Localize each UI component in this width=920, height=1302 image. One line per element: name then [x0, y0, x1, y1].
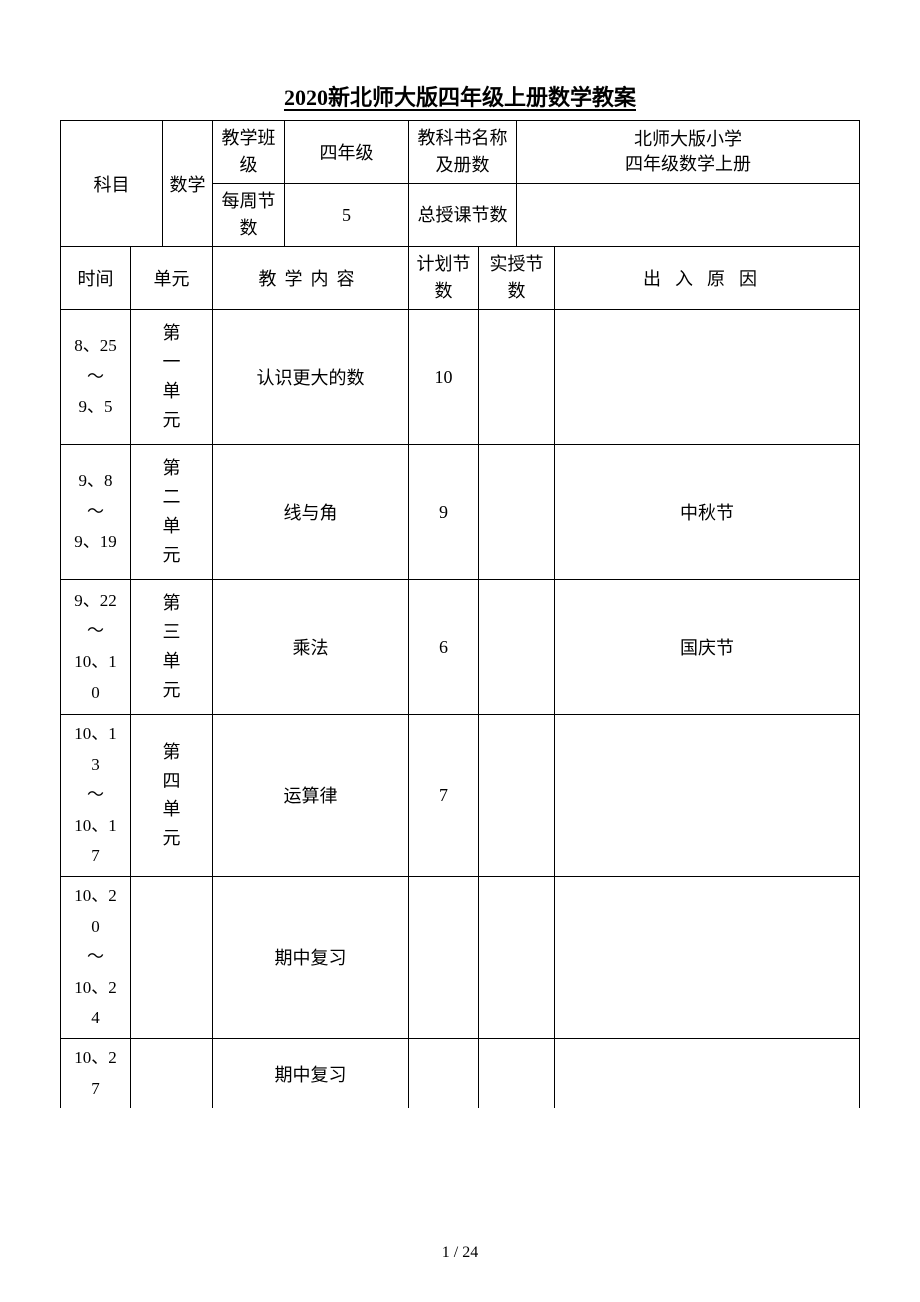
- actual-cell: [479, 1038, 555, 1108]
- plan-cell: 10: [409, 310, 479, 445]
- reason-cell: [555, 1038, 860, 1108]
- unit-cell: 第二单元: [131, 445, 213, 580]
- lesson-plan-table: 科目 数学 教学班级 四年级 教科书名称及册数 北师大版小学 四年级数学上册 每…: [60, 120, 860, 1108]
- unit-cell: 第三单元: [131, 580, 213, 715]
- table-row: 10、20～10、24: [61, 876, 131, 1038]
- plan-cell: 6: [409, 580, 479, 715]
- subject-label: 科目: [61, 121, 163, 247]
- col-reason: 出入原因: [555, 247, 860, 310]
- content-cell: 运算律: [213, 715, 409, 877]
- unit-cell: 第四单元: [131, 715, 213, 877]
- subject-value: 数学: [163, 121, 213, 247]
- content-cell: 期中复习: [213, 1038, 409, 1108]
- actual-cell: [479, 310, 555, 445]
- total-label: 总授课节数: [409, 184, 517, 247]
- unit-cell: [131, 1038, 213, 1108]
- book-value: 北师大版小学 四年级数学上册: [517, 121, 860, 184]
- reason-cell: [555, 310, 860, 445]
- class-value: 四年级: [285, 121, 409, 184]
- reason-cell: [555, 876, 860, 1038]
- weekly-label: 每周节数: [213, 184, 285, 247]
- plan-cell: [409, 876, 479, 1038]
- col-time: 时间: [61, 247, 131, 310]
- content-cell: 乘法: [213, 580, 409, 715]
- reason-cell: 中秋节: [555, 445, 860, 580]
- table-row: 10、13～10、17: [61, 715, 131, 877]
- reason-cell: 国庆节: [555, 580, 860, 715]
- weekly-value: 5: [285, 184, 409, 247]
- page-footer: 1 / 24: [0, 1244, 920, 1262]
- table-row: 9、8～9、19: [61, 445, 131, 580]
- plan-cell: 9: [409, 445, 479, 580]
- class-label: 教学班级: [213, 121, 285, 184]
- table-row: 8、25～9、5: [61, 310, 131, 445]
- content-cell: 线与角: [213, 445, 409, 580]
- plan-cell: 7: [409, 715, 479, 877]
- book-label: 教科书名称及册数: [409, 121, 517, 184]
- actual-cell: [479, 580, 555, 715]
- document-title: 2020新北师大版四年级上册数学教案: [60, 80, 860, 112]
- reason-cell: [555, 715, 860, 877]
- table-row: 9、22～10、10: [61, 580, 131, 715]
- content-cell: 期中复习: [213, 876, 409, 1038]
- content-cell: 认识更大的数: [213, 310, 409, 445]
- col-plan: 计划节数: [409, 247, 479, 310]
- actual-cell: [479, 445, 555, 580]
- total-value: [517, 184, 860, 247]
- actual-cell: [479, 715, 555, 877]
- col-unit: 单元: [131, 247, 213, 310]
- actual-cell: [479, 876, 555, 1038]
- col-content: 教学内容: [213, 247, 409, 310]
- col-actual: 实授节数: [479, 247, 555, 310]
- plan-cell: [409, 1038, 479, 1108]
- table-row: 10、27: [61, 1038, 131, 1108]
- unit-cell: 第一单元: [131, 310, 213, 445]
- unit-cell: [131, 876, 213, 1038]
